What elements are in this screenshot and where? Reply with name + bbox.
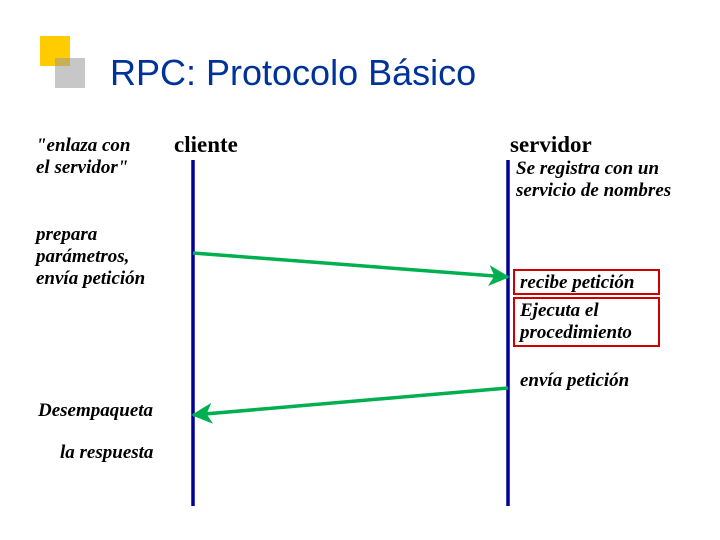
page-title: RPC: Protocolo Básico xyxy=(110,52,476,94)
arrow-request xyxy=(193,253,508,277)
arrow-response xyxy=(193,388,508,415)
label-envia-respuesta: envía petición xyxy=(520,370,629,392)
label-ejecuta: Ejecuta elprocedimiento xyxy=(520,300,632,344)
label-registra: Se registra con unservicio de nombres xyxy=(516,158,671,202)
label-servidor: servidor xyxy=(510,132,592,158)
label-prepara: preparaparámetros,envía petición xyxy=(36,224,145,290)
deco-square-grey xyxy=(55,58,85,88)
label-enlaza: "enlaza conel servidor" xyxy=(36,135,130,179)
label-desempaqueta: Desempaqueta xyxy=(38,400,153,422)
label-cliente: cliente xyxy=(174,132,238,158)
label-respuesta: la respuesta xyxy=(60,442,153,464)
label-recibe: recibe petición xyxy=(520,272,635,294)
